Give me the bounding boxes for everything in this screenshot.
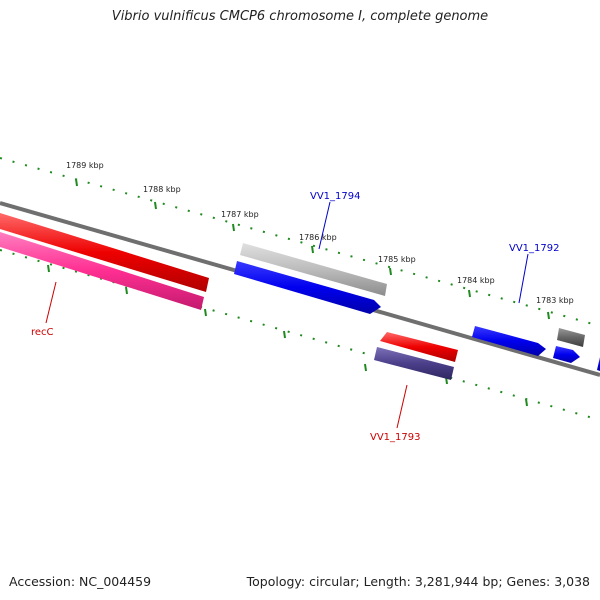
- tick-label-1783: 1783 kbp: [536, 296, 574, 305]
- gene-dark-gray[interactable]: [557, 328, 585, 347]
- gene-vv1-1794[interactable]: [234, 261, 381, 314]
- gene-label-vv1-1792[interactable]: VV1_1792: [509, 243, 560, 254]
- gene-edge-blue[interactable]: [597, 357, 600, 371]
- gene-vv1-1792[interactable]: [472, 326, 546, 356]
- leader-vv1-1794: [318, 201, 331, 250]
- inner-tick-track: [0, 249, 600, 421]
- gene-vv1-1793[interactable]: [374, 347, 454, 380]
- gene-small-blue[interactable]: [553, 346, 580, 363]
- accession-text: Accession: NC_004459: [9, 574, 152, 589]
- gene-label-vv1-1794[interactable]: VV1_1794: [310, 191, 361, 202]
- genome-summary-text: Topology: circular; Length: 3,281,944 bp…: [246, 574, 590, 589]
- tick-label-1784: 1784 kbp: [457, 276, 495, 285]
- outer-tick-track: [0, 157, 600, 327]
- gene-label-vv1-1793[interactable]: VV1_1793: [370, 432, 421, 443]
- map-title: Vibrio vulnificus CMCP6 chromosome I, co…: [111, 9, 489, 24]
- tick-label-1786: 1786 kbp: [299, 233, 337, 242]
- leader-vv1-1793: [396, 384, 408, 429]
- tick-label-1787: 1787 kbp: [221, 210, 259, 219]
- gene-recc-pink[interactable]: [0, 232, 204, 310]
- tick-label-1785: 1785 kbp: [378, 255, 416, 264]
- gene-vv1-1793-red[interactable]: [380, 332, 458, 362]
- gene-label-recc[interactable]: recC: [31, 327, 54, 338]
- tick-label-1789: 1789 kbp: [66, 161, 104, 170]
- gene-recc[interactable]: [0, 213, 209, 292]
- leader-recc: [45, 281, 57, 324]
- leader-vv1-1792: [518, 253, 529, 304]
- gene-vv1-1794-gray[interactable]: [240, 243, 387, 296]
- tick-label-1788: 1788 kbp: [143, 185, 181, 194]
